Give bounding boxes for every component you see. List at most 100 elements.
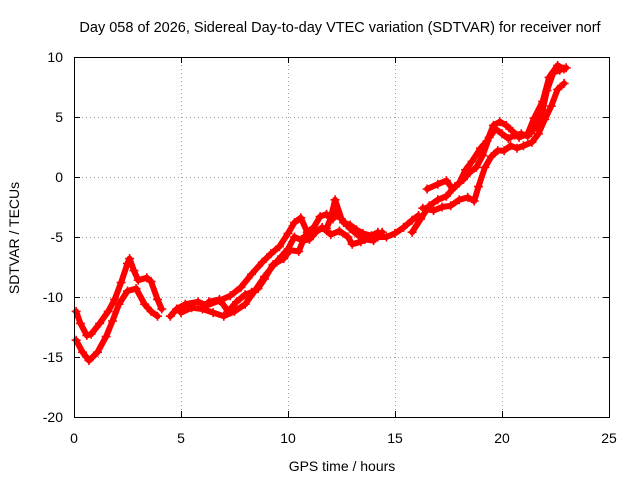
series-track-8 (422, 60, 569, 194)
y-axis-label: SDTVAR / TECUs (6, 182, 22, 294)
data-point (448, 184, 458, 194)
data-point (266, 249, 276, 259)
data-point (75, 318, 85, 328)
data-point (116, 278, 126, 288)
data-point (518, 141, 528, 151)
data-point (454, 178, 464, 188)
data-point (503, 134, 513, 144)
data-point (232, 297, 242, 307)
data-point (497, 129, 507, 139)
data-point (146, 276, 156, 286)
data-point (441, 191, 451, 201)
data-point (334, 226, 344, 236)
data-point (538, 96, 548, 106)
data-point (125, 254, 135, 264)
data-point (279, 254, 289, 264)
grid-lines (74, 57, 609, 417)
data-point (501, 120, 511, 130)
data-point (225, 291, 235, 301)
data-point (354, 231, 364, 241)
x-axis-label: GPS time / hours (289, 458, 396, 474)
data-point (418, 203, 428, 213)
data-point (529, 113, 539, 123)
data-point (390, 228, 400, 238)
data-point (259, 274, 269, 284)
data-point (315, 212, 325, 222)
data-point (559, 78, 569, 88)
data-point (407, 227, 417, 237)
series-track-1 (71, 254, 167, 340)
data-point (86, 329, 96, 339)
data-point (347, 239, 357, 249)
data-point (326, 230, 336, 240)
data-point (82, 330, 92, 340)
data-point (240, 299, 250, 309)
data-point (454, 195, 464, 205)
data-point (429, 206, 439, 216)
data-point (294, 246, 304, 256)
x-tick-label: 15 (387, 430, 403, 446)
data-point (285, 245, 295, 255)
series-track-5 (204, 195, 387, 316)
data-point (289, 218, 299, 228)
data-point (508, 126, 518, 136)
data-point (101, 332, 111, 342)
data-point (381, 232, 391, 242)
data-point (219, 311, 229, 321)
data-point (152, 294, 162, 304)
data-point (257, 257, 267, 267)
data-series (71, 60, 571, 366)
data-point (422, 184, 432, 194)
data-point (478, 150, 488, 160)
series-line (73, 285, 161, 364)
x-tick-label: 20 (494, 430, 510, 446)
data-point (514, 132, 524, 142)
axis-ticks (74, 57, 610, 418)
data-point (553, 60, 563, 70)
y-tick-label: -20 (43, 409, 63, 425)
data-point (482, 136, 492, 146)
y-tick-label: 5 (55, 109, 63, 125)
series-track-7 (418, 78, 569, 216)
data-point (78, 347, 88, 357)
data-point (165, 311, 175, 321)
data-point (274, 242, 284, 252)
data-point (471, 162, 481, 172)
data-point (140, 299, 150, 309)
data-point (187, 303, 197, 313)
data-point (463, 192, 473, 202)
data-point (544, 72, 554, 82)
data-point (476, 143, 486, 153)
data-point (129, 266, 139, 276)
data-point (247, 269, 257, 279)
y-tick-label: 10 (47, 49, 63, 65)
data-point (208, 308, 218, 318)
data-point (343, 232, 353, 242)
data-point (399, 222, 409, 232)
y-tick-label: -5 (51, 229, 64, 245)
data-point (223, 306, 233, 316)
data-point (512, 143, 522, 153)
data-point (495, 117, 505, 127)
data-point (360, 234, 370, 244)
data-point (93, 347, 103, 357)
data-point (480, 162, 490, 172)
data-point (326, 213, 336, 223)
data-point (110, 294, 120, 304)
y-tick-label: -15 (43, 349, 63, 365)
y-tick-label: -10 (43, 289, 63, 305)
data-point (467, 156, 477, 166)
y-tick-label: 0 (55, 169, 63, 185)
data-point (114, 299, 124, 309)
data-point (437, 202, 447, 212)
data-point (441, 176, 451, 186)
data-point (473, 182, 483, 192)
data-point (345, 224, 355, 234)
series-line (424, 62, 568, 192)
data-point (523, 129, 533, 139)
data-point (71, 306, 81, 316)
data-point (330, 195, 340, 205)
data-point (84, 356, 94, 366)
x-tick-label: 10 (280, 430, 296, 446)
data-point (133, 275, 143, 285)
